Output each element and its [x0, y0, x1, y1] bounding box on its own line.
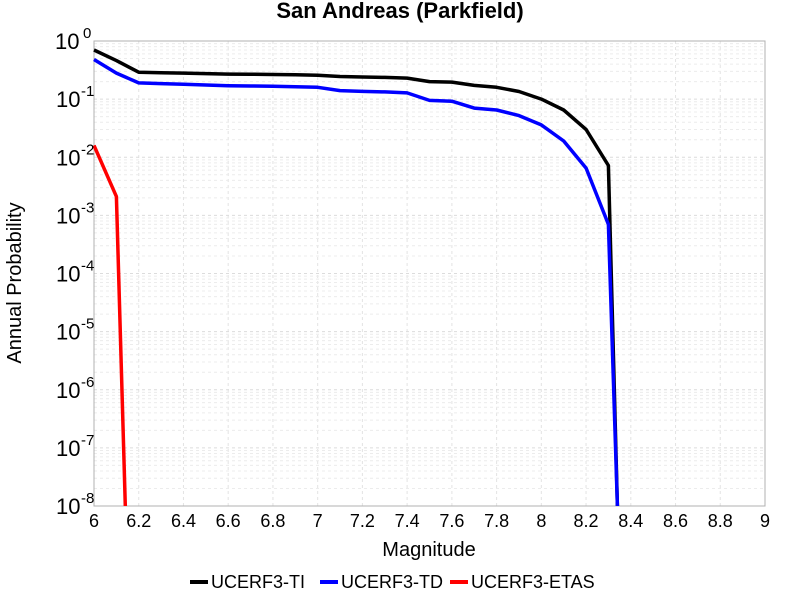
y-tick-label: 10 -2: [56, 141, 94, 170]
y-tick-exponent: -4: [81, 258, 94, 275]
y-axis-label: Annual Probability: [4, 202, 26, 363]
x-tick-label: 7.8: [484, 511, 509, 531]
x-tick-label: 6: [89, 511, 99, 531]
y-tick-label: 10 -4: [56, 258, 94, 287]
x-axis-label: Magnitude: [382, 539, 475, 561]
y-tick-base: 10: [56, 494, 80, 519]
x-tick-label: 7.4: [395, 511, 420, 531]
x-tick-label: 8.8: [708, 511, 733, 531]
y-tick-exponent: -1: [81, 83, 94, 100]
legend-label: UCERF3-TI: [211, 572, 305, 592]
x-tick-label: 8: [536, 511, 546, 531]
y-tick-base: 10: [55, 29, 79, 54]
plot-area-frame: [93, 40, 766, 507]
legend-item: UCERF3-ETAS: [450, 572, 595, 592]
y-tick-label: 10 -6: [56, 374, 94, 403]
x-tick-label: 6.6: [216, 511, 241, 531]
x-tick-label: 6.2: [126, 511, 151, 531]
y-tick-label: 10 -3: [56, 199, 94, 228]
series-line-ucerf3-etas: [92, 144, 128, 507]
x-tick-label: 7.6: [439, 511, 464, 531]
x-tick-label: 8.2: [574, 511, 599, 531]
series-line-ucerf3-ti: [93, 48, 620, 507]
x-tick-label: 7: [313, 511, 323, 531]
y-tick-label: 10 -1: [56, 83, 94, 112]
x-tick-label: 7.2: [350, 511, 375, 531]
x-tick-label: 6.4: [171, 511, 196, 531]
y-tick-exponent: -2: [81, 141, 94, 158]
y-tick-exponent: -8: [81, 490, 94, 507]
y-tick-base: 10: [56, 87, 80, 112]
y-tick-exponent: -3: [81, 199, 94, 216]
series-line-ucerf3-td: [93, 58, 620, 507]
legend-item: UCERF3-TD: [320, 572, 443, 592]
y-tick-label: 10 -5: [56, 316, 94, 345]
y-tick-exponent: -7: [81, 432, 94, 449]
x-axis-ticks: 6 6.2 6.4 6.6 6.8 7 7.2 7.4 7.6 7.8 8 8.2 8.4 8.6 8.8 9: [89, 511, 770, 531]
y-tick-base: 10: [56, 262, 80, 287]
legend-item: UCERF3-TI: [190, 572, 305, 592]
legend: UCERF3-TI UCERF3-TD UCERF3-ETAS: [190, 572, 595, 592]
y-tick-exponent: 0: [83, 25, 91, 42]
x-tick-label: 6.8: [260, 511, 285, 531]
y-tick-base: 10: [56, 145, 80, 170]
y-tick-label: 10 -7: [56, 432, 94, 461]
x-tick-label: 8.6: [663, 511, 688, 531]
y-tick-base: 10: [56, 320, 80, 345]
y-tick-exponent: -6: [81, 374, 94, 391]
series-layer: [92, 48, 620, 507]
chart-title: San Andreas (Parkfield): [276, 0, 523, 23]
y-tick-exponent: -5: [81, 316, 94, 333]
y-tick-base: 10: [56, 436, 80, 461]
legend-label: UCERF3-ETAS: [471, 572, 595, 592]
y-tick-label: 10 0: [55, 25, 91, 54]
x-tick-label: 8.4: [618, 511, 643, 531]
x-tick-label: 9: [760, 511, 770, 531]
legend-label: UCERF3-TD: [341, 572, 443, 592]
y-tick-base: 10: [56, 203, 80, 228]
y-tick-base: 10: [56, 378, 80, 403]
grid: [93, 41, 766, 507]
y-tick-label: 10 -8: [56, 490, 94, 519]
